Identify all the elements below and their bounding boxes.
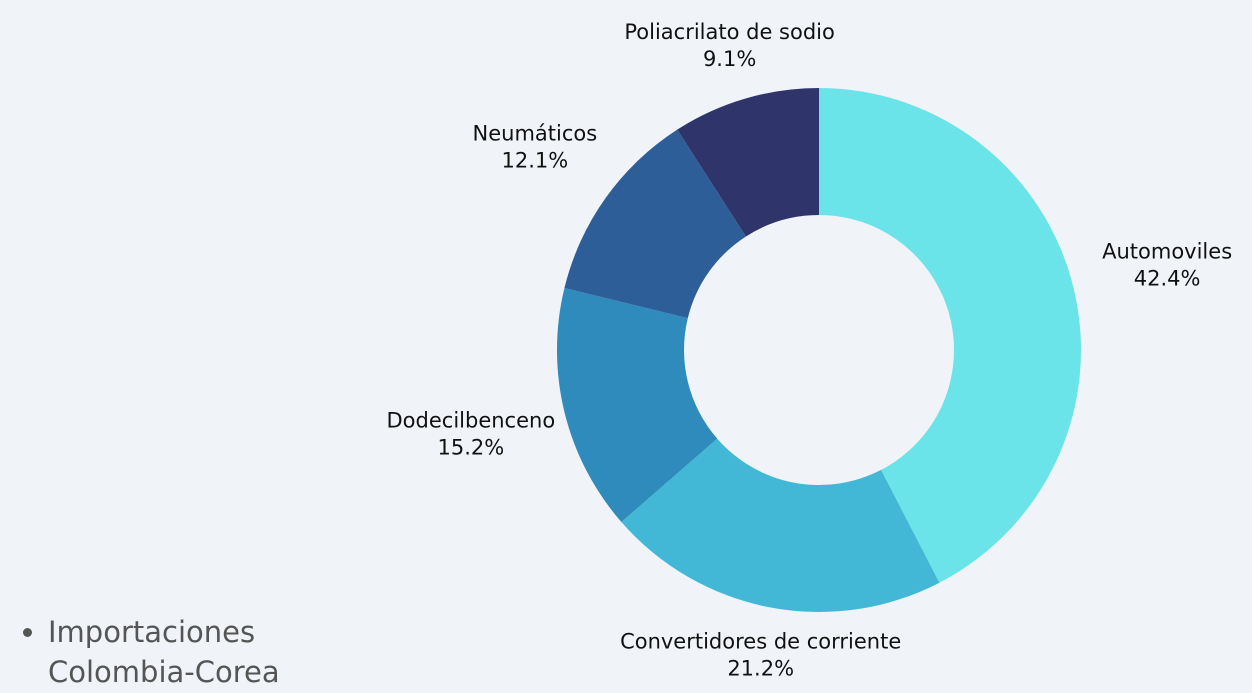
donut-slice bbox=[564, 129, 746, 319]
slice-value-label: 42.4% bbox=[1134, 266, 1201, 290]
slice-label: Convertidores de corriente bbox=[620, 630, 901, 654]
slice-label: Neumáticos bbox=[473, 122, 598, 146]
donut-slice bbox=[557, 288, 718, 523]
slice-value-label: 21.2% bbox=[727, 657, 794, 681]
slice-label: Automoviles bbox=[1102, 239, 1232, 263]
slice-value-label: 12.1% bbox=[501, 149, 568, 173]
slice-label: Poliacrilato de sodio bbox=[624, 20, 835, 44]
donut-slice bbox=[819, 87, 1082, 583]
slice-label: Dodecilbenceno bbox=[387, 409, 556, 433]
donut-slice bbox=[677, 88, 819, 237]
slice-value-label: 9.1% bbox=[703, 47, 756, 71]
slice-value-label: 15.2% bbox=[438, 436, 505, 460]
bullet-item: Importaciones Colombia-Corea bbox=[48, 612, 328, 692]
bullet-list: Importaciones Colombia-Corea bbox=[18, 612, 328, 692]
donut-slice bbox=[621, 438, 940, 613]
